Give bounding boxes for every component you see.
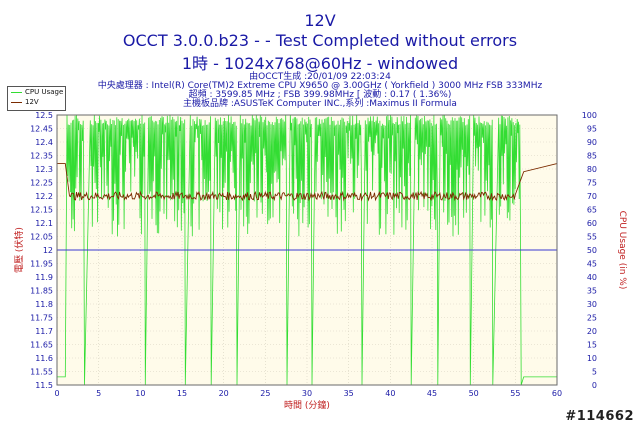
- chart-subtitle-test: OCCT 3.0.0.b23 - - Test Completed withou…: [122, 31, 518, 50]
- x-tick-label: 25: [260, 389, 270, 398]
- y-tick-label: 11.65: [30, 341, 53, 350]
- y2-tick-label: 75: [587, 179, 597, 188]
- y2-tick-label: 60: [587, 219, 597, 228]
- y-tick-label: 12.25: [30, 179, 53, 188]
- legend: CPU Usage 12V: [7, 86, 66, 111]
- x-tick-label: 10: [135, 389, 145, 398]
- y2-tick-label: 10: [587, 354, 597, 363]
- y-tick-label: 12.15: [30, 206, 53, 215]
- x-tick-label: 35: [344, 389, 354, 398]
- y-tick-label: 11.7: [35, 327, 53, 336]
- series-line-12v: [57, 163, 558, 202]
- y2-tick-label: 90: [587, 138, 597, 147]
- x-tick-label: 45: [427, 389, 437, 398]
- y-tick-label: 11.95: [30, 260, 53, 269]
- info-cpu: 中央處理器 : Intel(R) Core(TM)2 Extreme CPU X…: [97, 81, 543, 91]
- y2-tick-label: 35: [587, 287, 597, 296]
- y2-tick-label: 5: [592, 368, 597, 377]
- y-tick-label: 12.05: [30, 233, 53, 242]
- y2-axis-title: CPU Usage (in %): [617, 211, 627, 290]
- series-line-cpu-usage: [57, 114, 557, 386]
- x-axis-title: 時間 (分鐘): [284, 399, 330, 411]
- info-generated: 由OCCT生成 :20/01/09 22:03:24: [249, 72, 391, 82]
- y-tick-label: 11.8: [35, 300, 53, 309]
- y2-tick-label: 55: [587, 233, 597, 242]
- y-tick-label: 12.35: [30, 152, 53, 161]
- y2-tick-label: 50: [587, 246, 597, 255]
- x-tick-label: 0: [54, 389, 59, 398]
- y2-tick-label: 85: [587, 152, 597, 161]
- info-motherboard: 主機板品牌 :ASUSTeK Computer INC.,系列 :Maximus…: [183, 99, 457, 109]
- y-tick-label: 11.9: [35, 273, 53, 282]
- legend-item-12v: 12V: [8, 97, 65, 107]
- info-overclock: 超頻 : 3599.85 MHz ; FSB 399.98MHz [ 波動 : …: [188, 90, 452, 100]
- y-tick-label: 11.85: [30, 287, 53, 296]
- x-tick-label: 55: [510, 389, 520, 398]
- y2-tick-label: 80: [587, 165, 597, 174]
- x-tick-label: 15: [177, 389, 187, 398]
- y-tick-label: 12.4: [35, 138, 53, 147]
- y-tick-label: 12.1: [35, 219, 53, 228]
- y-tick-label: 12.3: [35, 165, 53, 174]
- legend-item-cpu-usage: CPU Usage: [8, 87, 65, 97]
- y2-tick-label: 25: [587, 314, 597, 323]
- y-tick-label: 12.45: [30, 125, 53, 134]
- legend-label-cpu-usage: CPU Usage: [25, 88, 64, 96]
- y2-tick-label: 45: [587, 260, 597, 269]
- y-axis-title: 電壓 (伏特): [13, 227, 25, 273]
- y-tick-label: 12: [43, 246, 53, 255]
- y2-tick-label: 20: [587, 327, 597, 336]
- chart-title: 12V: [304, 11, 336, 30]
- x-tick-label: 50: [469, 389, 479, 398]
- legend-swatch-12v: [11, 102, 22, 103]
- y-tick-label: 12.2: [35, 192, 53, 201]
- x-tick-label: 40: [385, 389, 395, 398]
- y-tick-label: 11.55: [30, 368, 53, 377]
- y-tick-label: 11.5: [35, 381, 53, 390]
- plot-frame: [56, 114, 558, 386]
- legend-label-12v: 12V: [25, 98, 39, 106]
- y2-tick-label: 70: [587, 192, 597, 201]
- y2-tick-label: 65: [587, 206, 597, 215]
- x-tick-label: 60: [552, 389, 562, 398]
- y-tick-label: 11.75: [30, 314, 53, 323]
- y2-tick-label: 40: [587, 273, 597, 282]
- x-tick-label: 5: [96, 389, 101, 398]
- y2-tick-label: 30: [587, 300, 597, 309]
- y2-tick-label: 0: [592, 381, 597, 390]
- y-tick-label: 11.6: [35, 354, 53, 363]
- x-tick-label: 30: [302, 389, 312, 398]
- chart-subtitle-mode: 1時 - 1024x768@60Hz - windowed: [181, 54, 459, 73]
- x-tick-label: 20: [219, 389, 229, 398]
- y2-tick-label: 95: [587, 125, 597, 134]
- y2-tick-label: 100: [582, 111, 597, 120]
- y2-tick-label: 15: [587, 341, 597, 350]
- legend-swatch-cpu-usage: [11, 92, 22, 93]
- y-tick-label: 12.5: [35, 111, 53, 120]
- watermark: #114662: [565, 409, 634, 424]
